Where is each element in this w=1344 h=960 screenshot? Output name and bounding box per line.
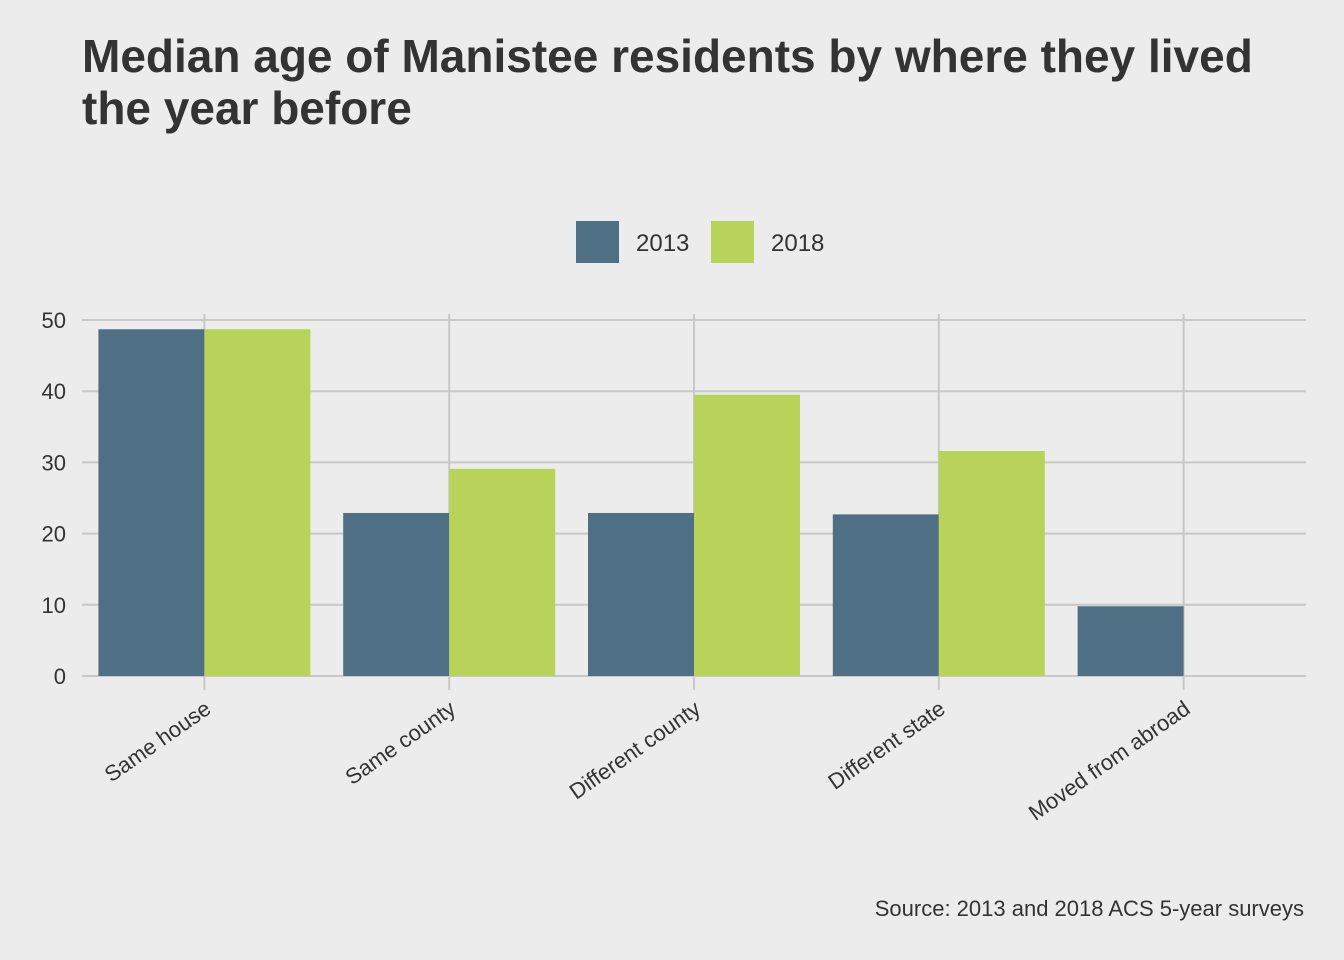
legend-swatch-2013 (576, 221, 619, 263)
bar-2013-different-county (588, 512, 694, 676)
bar-2018-same-house (204, 329, 311, 676)
legend: 2013 2018 (576, 221, 824, 263)
x-tick-label: Moved from abroad (1024, 696, 1195, 826)
x-axis: Same house Same county Different county Dif… (100, 676, 1195, 826)
bar-2013-different-state (832, 514, 939, 676)
x-tick-label: Different county (565, 696, 705, 805)
y-axis: 0 10 20 30 40 50 (42, 308, 66, 689)
source-caption: Source: 2013 and 2018 ACS 5-year surveys (875, 896, 1304, 921)
bar-2013-same-house (98, 329, 205, 676)
chart-title: Median age of Manistee residents by wher… (82, 30, 1253, 134)
y-tick-label: 30 (42, 450, 66, 475)
legend-swatch-2018 (711, 221, 754, 263)
y-tick-label: 50 (42, 308, 66, 333)
y-tick-label: 20 (42, 522, 66, 547)
bar-2013-moved-from-abroad (1077, 606, 1184, 676)
y-tick-label: 40 (42, 379, 66, 404)
x-tick-label: Same county (341, 696, 461, 790)
bar-2013-same-county (343, 512, 450, 676)
x-tick-label: Different state (823, 696, 949, 795)
bar-2018-same-county (449, 468, 556, 676)
y-tick-label: 10 (42, 593, 66, 618)
y-tick-label: 0 (54, 664, 66, 689)
x-tick-label: Same house (100, 696, 216, 787)
bar-2018-different-state (938, 451, 1045, 676)
bars-layer (98, 329, 1184, 676)
legend-label-2018: 2018 (771, 230, 824, 257)
legend-label-2013: 2013 (636, 230, 689, 257)
bar-2018-different-county (694, 394, 800, 676)
